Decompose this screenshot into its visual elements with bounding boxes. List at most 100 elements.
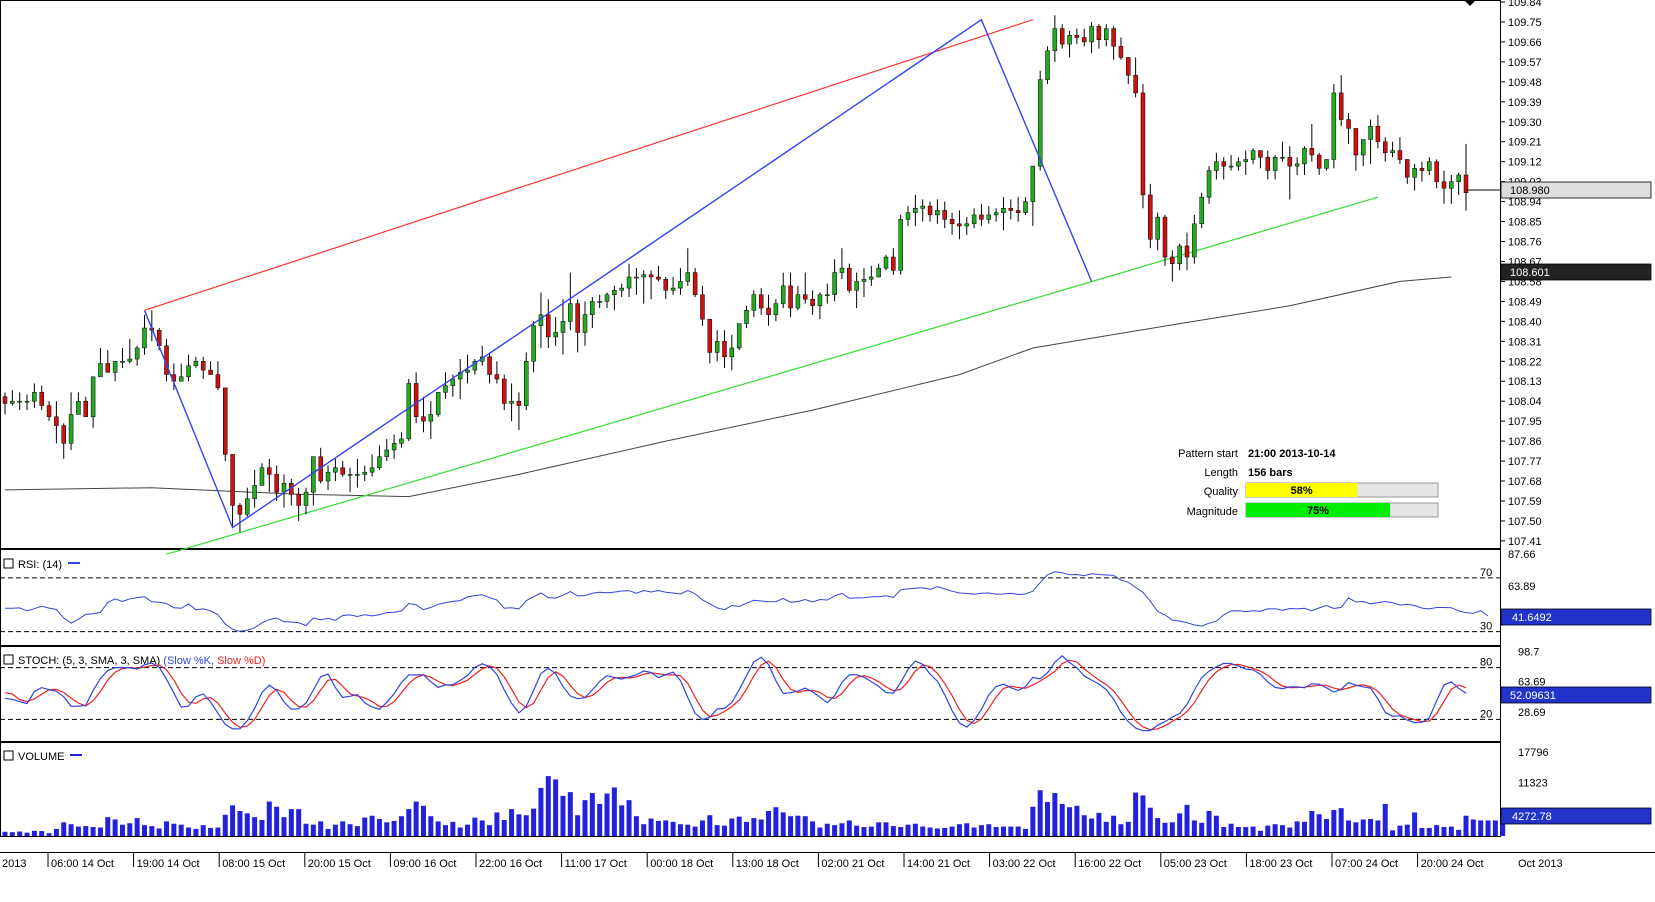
volume-bar (1228, 823, 1234, 836)
volume-close-icon (3, 750, 14, 761)
volume-bar (1412, 812, 1418, 836)
volume-bar (406, 809, 412, 836)
candle-body (142, 327, 147, 349)
info-start-value: 21:00 2013-10-14 (1248, 448, 1336, 460)
price-tick-label: 109.48 (1508, 77, 1542, 89)
volume-bar (1030, 806, 1036, 836)
volume-bar (266, 801, 272, 836)
volume-bar (97, 827, 103, 836)
candle-body (575, 303, 580, 333)
volume-bar (450, 821, 456, 836)
volume-bar (141, 825, 147, 836)
current-price-label-box (1500, 181, 1652, 199)
volume-panel: VOLUME 17796 11323 4272.78 (2, 747, 1652, 836)
candle-body (751, 294, 757, 311)
candle-body (1353, 128, 1359, 156)
volume-bar (1243, 827, 1249, 836)
volume-bar (1008, 826, 1014, 836)
volume-bar (1287, 827, 1293, 836)
volume-bar (83, 826, 89, 836)
volume-bar (744, 821, 750, 836)
candle-body (1360, 139, 1366, 156)
volume-bar (854, 825, 860, 836)
volume-bar (435, 821, 441, 836)
volume-bar (1375, 820, 1381, 836)
volume-bar (1360, 819, 1366, 836)
time-label: 19:00 14 Oct (137, 858, 200, 870)
volume-bar (780, 812, 786, 836)
price-tick-label: 108.40 (1508, 316, 1542, 328)
candle-body (780, 285, 786, 304)
candle-body (377, 456, 382, 468)
candle-body (942, 210, 947, 220)
volume-bar (1125, 821, 1131, 836)
candle-body (1221, 161, 1226, 167)
volume-bar (178, 824, 184, 836)
candle-body (24, 400, 30, 403)
price-tick-label: 107.50 (1508, 516, 1542, 528)
candle-body (1081, 37, 1087, 43)
candle-body (1419, 168, 1425, 171)
volume-value-box (1500, 807, 1652, 825)
volume-tick-label: 17796 (1518, 747, 1549, 759)
volume-bar (200, 825, 206, 836)
candle-body (1346, 119, 1351, 129)
candle-body (1177, 245, 1182, 264)
candle-body (905, 212, 911, 220)
stoch-tick-label: 98.7 (1518, 646, 1539, 658)
volume-bar (1353, 822, 1359, 836)
time-label: 08:00 15 Oct (222, 858, 285, 870)
candle-body (524, 361, 529, 406)
candle-body (10, 400, 15, 404)
candle-body (648, 274, 654, 278)
candle-body (76, 400, 81, 415)
volume-title: VOLUME (18, 751, 64, 763)
time-label: 16:00 22 Oct (1078, 858, 1141, 870)
candle-body (1441, 181, 1447, 189)
volume-value-label: 4272.78 (1512, 811, 1552, 823)
volume-bar (1059, 803, 1065, 836)
volume-bar (817, 827, 823, 836)
volume-bar (472, 817, 478, 836)
candle-body (1140, 92, 1146, 196)
candle-body (927, 205, 933, 216)
scroll-marker-icon (1464, 0, 1476, 6)
volume-bar (721, 825, 727, 836)
candle-body (1228, 165, 1234, 168)
candle-body (1280, 156, 1285, 159)
candle-body (876, 267, 881, 278)
candle-body (274, 474, 279, 493)
candle-body (1265, 156, 1271, 171)
candle-body (1382, 141, 1388, 154)
price-tick-label: 108.94 (1508, 197, 1542, 209)
candle-body (200, 361, 206, 371)
info-magnitude-fill (1246, 503, 1390, 517)
volume-bar (670, 821, 676, 836)
volume-bar (1089, 818, 1095, 836)
candle-body (120, 361, 125, 363)
candle-body (421, 416, 426, 422)
volume-bar (1081, 815, 1087, 836)
candle-body (1184, 245, 1190, 258)
volume-bar (53, 828, 59, 836)
volume-bar (920, 826, 926, 836)
volume-bar (310, 824, 316, 836)
volume-bar (1324, 819, 1330, 836)
candle-body (465, 369, 470, 373)
panel-frames (0, 0, 1655, 853)
volume-bar (252, 817, 258, 836)
volume-bar (685, 824, 691, 836)
volume-bar (575, 815, 581, 836)
candle-body (810, 298, 815, 307)
volume-bar (626, 800, 632, 836)
volume-bar (619, 805, 625, 836)
candle-body (193, 361, 199, 366)
volume-bar (1485, 820, 1491, 836)
volume-bar (898, 827, 904, 836)
candle-body (68, 414, 74, 444)
info-quality-label: Quality (1204, 486, 1239, 498)
volume-bar (193, 828, 199, 836)
candle-body (17, 400, 22, 403)
candle-body (861, 278, 867, 282)
candle-body (399, 438, 404, 444)
